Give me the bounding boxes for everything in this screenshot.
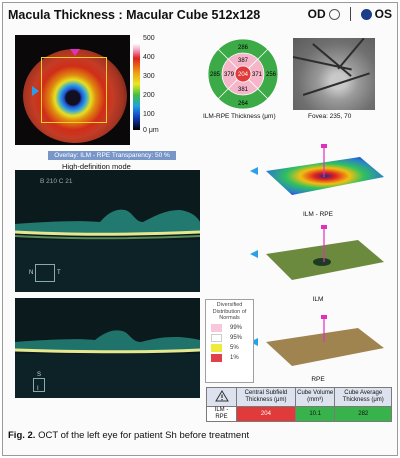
scan-id-label: B 210 C 21 bbox=[40, 178, 73, 185]
inner-temporal-value: 379 bbox=[224, 72, 235, 78]
nasal-label: N bbox=[29, 270, 34, 276]
legend-swatch bbox=[211, 353, 222, 362]
legend-swatch bbox=[211, 333, 222, 342]
bscan-layers bbox=[15, 330, 200, 398]
figure-caption-text: OCT of the left eye for patient Sh befor… bbox=[35, 430, 250, 441]
etdrs-grid: 286 264 285 256 387 381 379 371 204 bbox=[207, 38, 279, 110]
inferior-label: I bbox=[37, 386, 39, 392]
outer-nasal-value: 256 bbox=[266, 72, 277, 78]
surface-map-ilm bbox=[250, 225, 384, 280]
legend-header: Diversified Distribution of Normals bbox=[212, 302, 247, 321]
scale-label: 500 bbox=[143, 35, 155, 42]
scale-label: 0 μm bbox=[143, 127, 159, 134]
legend-entry: 95% bbox=[211, 333, 253, 342]
mode-label: High-definition mode bbox=[62, 162, 131, 171]
legend-entry: 99% bbox=[211, 323, 253, 332]
legend-swatch bbox=[211, 343, 222, 352]
vessel bbox=[302, 72, 370, 96]
os-radio[interactable] bbox=[360, 8, 372, 20]
legend-entry: 5% bbox=[211, 343, 253, 352]
center-value: 204 bbox=[238, 72, 249, 78]
vessel bbox=[337, 38, 365, 70]
thickness-heatmap bbox=[15, 35, 130, 145]
stats-value-row: ILM - RPE 204 10.1 282 bbox=[206, 406, 392, 422]
bscan-layers bbox=[15, 209, 200, 292]
od-label: OD bbox=[307, 7, 326, 21]
page-title: Macula Thickness : Macular Cube 512x128 bbox=[8, 8, 261, 22]
scale-label: 400 bbox=[143, 54, 155, 61]
scan-line-marker-icon bbox=[70, 49, 80, 56]
surface-map-rpe bbox=[250, 315, 384, 366]
thickness-color-scale bbox=[133, 38, 140, 130]
scan-line-marker-icon bbox=[32, 86, 39, 96]
orientation-icon bbox=[33, 378, 45, 392]
central-subfield-value: 204 bbox=[236, 406, 296, 422]
cube-average-value: 282 bbox=[334, 406, 392, 422]
header-cube-volume: Cube Volume (mm³) bbox=[294, 387, 336, 407]
bscan-horizontal: B 210 C 21 N T bbox=[15, 170, 200, 292]
orientation-icon bbox=[35, 264, 55, 282]
superior-label: S bbox=[37, 372, 42, 378]
legend-label: 5% bbox=[230, 344, 239, 351]
surface-map-caption: ILM bbox=[312, 296, 324, 303]
bscan-vertical: S I bbox=[15, 298, 200, 398]
scale-label: 300 bbox=[143, 73, 155, 80]
header-cube-average: Cube Average Thickness (μm) bbox=[334, 387, 392, 407]
stats-header-row: Central Subfield Thickness (μm) Cube Vol… bbox=[206, 387, 392, 407]
etdrs-caption: ILM-RPE Thickness (μm) bbox=[203, 113, 276, 120]
outer-temporal-value: 285 bbox=[210, 72, 221, 78]
temporal-label: T bbox=[57, 270, 61, 276]
legend-label: 1% bbox=[230, 354, 239, 361]
outer-superior-value: 286 bbox=[238, 45, 249, 51]
legend-label: 99% bbox=[230, 324, 243, 331]
stats-table: Central Subfield Thickness (μm) Cube Vol… bbox=[206, 387, 392, 422]
scan-area-box bbox=[41, 57, 107, 123]
fundus-image bbox=[293, 38, 375, 110]
legend-swatch bbox=[211, 323, 222, 332]
fovea-caption: Fovea: 235, 70 bbox=[308, 113, 352, 120]
scale-label: 200 bbox=[143, 92, 155, 99]
legend-entry: 1% bbox=[211, 353, 253, 362]
scale-label: 100 bbox=[143, 111, 155, 118]
legend-label: 95% bbox=[230, 334, 243, 341]
surface-map-caption: RPE bbox=[311, 376, 325, 383]
inner-superior-value: 387 bbox=[238, 58, 249, 64]
warning-icon bbox=[214, 389, 229, 401]
warning-cell bbox=[206, 387, 237, 407]
eye-selector-divider bbox=[349, 7, 351, 21]
surface-map-ilm-rpe bbox=[250, 144, 384, 195]
header-central-subfield: Central Subfield Thickness (μm) bbox=[236, 387, 296, 407]
thickness-heat bbox=[23, 49, 127, 143]
figure-label: Fig. 2. bbox=[8, 430, 36, 441]
surface-map-caption: ILM - RPE bbox=[303, 211, 333, 218]
cube-volume-value: 10.1 bbox=[294, 406, 336, 422]
os-label: OS bbox=[374, 7, 392, 21]
overlay-settings[interactable]: Overlay: ILM - RPE Transparency: 50 % bbox=[48, 151, 176, 160]
normals-legend: Diversified Distribution of Normals 99% … bbox=[205, 299, 254, 383]
inner-nasal-value: 371 bbox=[252, 72, 263, 78]
outer-inferior-value: 264 bbox=[238, 101, 249, 107]
row-label: ILM - RPE bbox=[206, 406, 237, 422]
inner-inferior-value: 381 bbox=[238, 87, 249, 93]
eye-selector: OD OS bbox=[308, 7, 392, 21]
od-radio[interactable] bbox=[328, 8, 340, 20]
figure-caption: Fig. 2. OCT of the left eye for patient … bbox=[8, 430, 249, 441]
